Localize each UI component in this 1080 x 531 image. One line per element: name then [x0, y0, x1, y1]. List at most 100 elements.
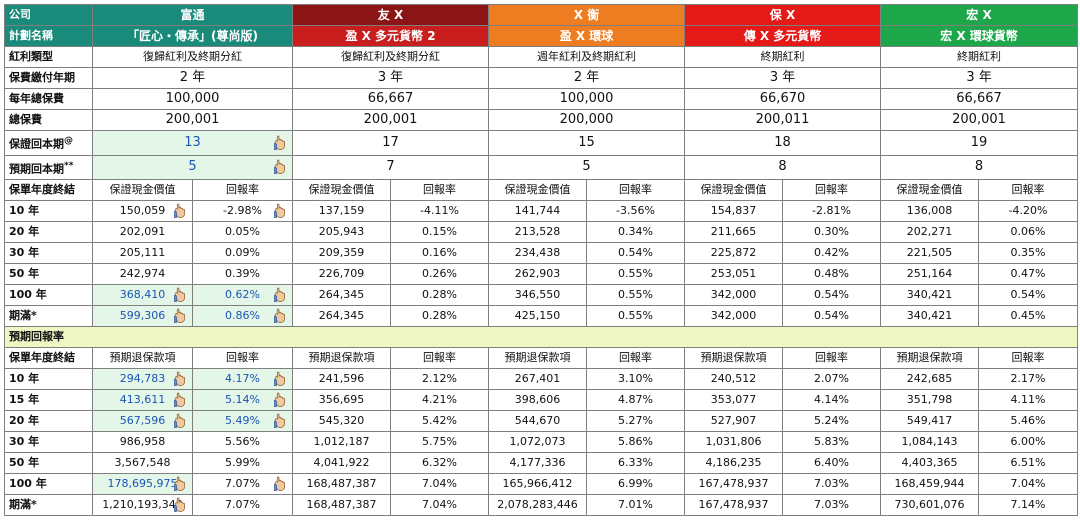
guaranteed-value-3: 211,665 — [684, 221, 784, 244]
guaranteed-rate-0-text: 0.05% — [225, 225, 260, 239]
info-label: 保證回本期@ — [4, 130, 93, 156]
expected-value-1-text: 356,695 — [318, 393, 365, 407]
info-value-1: 7 — [292, 154, 490, 181]
info-value-4: 19 — [880, 130, 1079, 156]
guaranteed-year: 30 年 — [4, 242, 93, 265]
info-value-1: 復歸紅利及終期分紅 — [292, 46, 490, 68]
expected-rate-2: 6.33% — [586, 452, 686, 475]
guaranteed-rate-0: 0.62% — [191, 284, 294, 307]
guaranteed-rate-0: 0.39% — [191, 263, 294, 286]
guaranteed-value-4: 221,505 — [880, 242, 980, 265]
expected-rate-4-text: 6.00% — [1010, 435, 1046, 449]
expected-rate-2-text: 7.01% — [618, 498, 653, 512]
guaranteed-value-4-text: 340,421 — [906, 309, 953, 323]
expected-year: 100 年 — [4, 473, 93, 496]
expected-col-rate-label-text: 回報率 — [1011, 351, 1045, 365]
guaranteed-year: 期滿* — [4, 305, 93, 328]
pointing-hand-icon — [173, 391, 190, 408]
guaranteed-col-rate-label-text: 回報率 — [1011, 183, 1045, 197]
pointing-hand-icon — [173, 286, 190, 303]
expected-value-4-text: 1,084,143 — [901, 435, 958, 449]
pointing-hand-icon — [273, 391, 290, 408]
expected-rate-2: 5.27% — [586, 410, 686, 433]
pointing-hand-icon — [273, 370, 290, 387]
expected-col-rate-label-text: 回報率 — [226, 351, 259, 365]
info-value-4: 200,001 — [880, 109, 1079, 131]
info-row: 保證回本期@ 13 17 15 18 19 — [4, 130, 1079, 156]
expected-row: 30 年 986,958 5.56% 1,012,187 5.75% 1,072,073 5… — [4, 431, 1079, 454]
expected-rate-0-text: 5.14% — [225, 393, 260, 407]
expected-rate-1: 5.75% — [390, 431, 490, 454]
info-row: 每年總保費 100,000 66,667 100,000 66,670 66,667 — [4, 88, 1079, 110]
info-label: 紅利類型 — [4, 46, 93, 68]
expected-year-text: 30 年 — [9, 435, 40, 449]
expected-value-0-text: 1,210,193,343 — [102, 498, 183, 512]
guaranteed-row: 期滿* 599,306 0.86% 264,345 0.28% 425,150 0.55% 3… — [4, 305, 1079, 328]
expected-value-3-text: 167,478,937 — [698, 498, 769, 512]
guaranteed-col-value-label: 保證現金價值 — [684, 179, 784, 202]
expected-year: 50 年 — [4, 452, 93, 475]
expected-rate-2: 7.01% — [586, 494, 686, 517]
info-value-3-text: 66,670 — [759, 91, 806, 106]
expected-rate-3: 7.03% — [782, 494, 882, 517]
info-value-1-text: 3 年 — [377, 70, 404, 85]
guaranteed-value-3: 225,872 — [684, 242, 784, 265]
expected-rate-3: 5.83% — [782, 431, 882, 454]
expected-value-2: 398,606 — [488, 389, 588, 412]
info-row: 紅利類型 復歸紅利及終期分紅 復歸紅利及終期分紅 週年紅利及終期紅利 終期紅利 終期紅利 — [4, 46, 1079, 68]
expected-col-value-label-text: 預期退保款項 — [896, 351, 963, 365]
expected-rate-1: 2.12% — [390, 368, 490, 391]
expected-rate-3: 5.24% — [782, 410, 882, 433]
pointing-hand-icon — [273, 307, 290, 324]
guaranteed-rate-1: 0.16% — [390, 242, 490, 265]
guaranteed-value-1: 205,943 — [292, 221, 392, 244]
expected-rate-4: 7.04% — [978, 473, 1079, 496]
expected-year-text: 10 年 — [9, 372, 40, 386]
pointing-hand-icon — [273, 412, 290, 429]
info-label-text: 預期回本期 — [9, 162, 64, 176]
guaranteed-value-0: 599,306 — [92, 305, 193, 328]
company-name-4-text: 宏 X — [966, 8, 992, 22]
info-value-4-text: 200,001 — [952, 112, 1006, 127]
guaranteed-rate-3: 0.42% — [782, 242, 882, 265]
guaranteed-rate-0: 0.09% — [191, 242, 294, 265]
expected-rate-3: 2.07% — [782, 368, 882, 391]
expected-rate-0: 5.99% — [191, 452, 294, 475]
info-label-text: 保費繳付年期 — [9, 71, 75, 84]
expected-col-rate-label: 回報率 — [586, 347, 686, 370]
expected-value-0-text: 3,567,548 — [114, 456, 171, 470]
expected-col-value-label-text: 預期退保款項 — [700, 351, 767, 365]
guaranteed-value-4: 136,008 — [880, 200, 980, 223]
expected-rate-1-text: 6.32% — [422, 456, 457, 470]
guaranteed-value-0: 150,059 — [92, 200, 193, 223]
guaranteed-rate-0-text: -2.98% — [223, 204, 262, 218]
expected-year: 15 年 — [4, 389, 93, 412]
info-value-2-text: 100,000 — [559, 91, 614, 106]
guaranteed-rate-4: 0.35% — [978, 242, 1079, 265]
expected-rate-0-text: 4.17% — [225, 372, 260, 386]
guaranteed-rate-3-text: 0.54% — [814, 288, 849, 302]
guaranteed-rate-0: 0.05% — [191, 221, 294, 244]
expected-year-label-text: 保單年度終結 — [9, 351, 75, 365]
guaranteed-value-4-text: 136,008 — [906, 204, 953, 218]
expected-year: 20 年 — [4, 410, 93, 433]
expected-value-0-text: 413,611 — [119, 393, 166, 407]
expected-value-0-text: 294,783 — [119, 372, 166, 386]
expected-rate-1: 7.04% — [390, 494, 490, 517]
expected-rate-0-content: 7.07% — [197, 475, 288, 494]
expected-rate-0-content: 5.14% — [197, 391, 290, 410]
expected-rate-4: 2.17% — [978, 368, 1079, 391]
guaranteed-col-rate-label: 回報率 — [191, 179, 294, 202]
expected-rate-4: 7.14% — [978, 494, 1079, 517]
pointing-hand-icon — [273, 134, 290, 151]
info-value-3: 66,670 — [684, 88, 882, 110]
expected-rate-0-content: 5.49% — [197, 412, 290, 431]
expected-value-1-text: 545,320 — [318, 414, 365, 428]
guaranteed-rate-3-text: -2.81% — [812, 204, 851, 218]
expected-col-rate-label: 回報率 — [191, 347, 294, 370]
guaranteed-value-1-text: 264,345 — [318, 309, 365, 323]
guaranteed-rate-2-text: 0.55% — [618, 267, 653, 281]
guaranteed-rate-1-text: 0.15% — [422, 225, 457, 239]
expected-value-4: 1,084,143 — [880, 431, 980, 454]
guaranteed-rate-1-text: 0.28% — [422, 288, 457, 302]
